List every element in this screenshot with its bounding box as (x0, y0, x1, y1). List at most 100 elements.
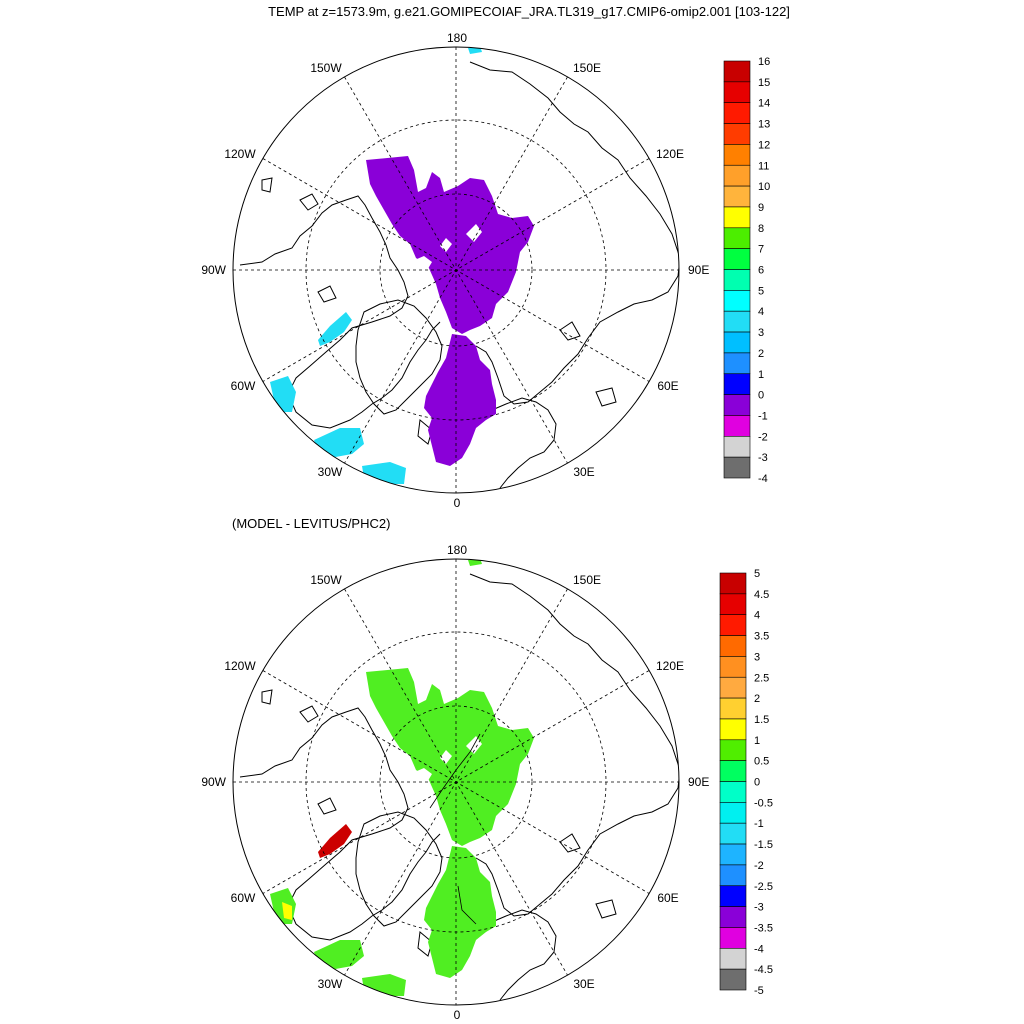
lon-label-90w: 90W (201, 775, 226, 789)
lon-label-120e: 120E (656, 147, 684, 161)
colorbar-swatch (723, 60, 751, 83)
colorbar-tick-label: -2 (758, 431, 768, 443)
lon-label-120w: 120W (224, 659, 256, 673)
colorbar-tick-label: -3 (758, 452, 768, 464)
field-atlantic-green (314, 940, 406, 996)
lon-label-60e: 60E (657, 379, 678, 393)
colorbar-swatch (719, 760, 747, 782)
field-labrador-cyan (318, 312, 352, 346)
colorbar-swatch (723, 248, 751, 270)
colorbar-swatch (719, 802, 747, 824)
lon-label-60e: 60E (657, 891, 678, 905)
field-atlantic-cyan (314, 428, 406, 484)
colorbar-swatch (719, 906, 747, 928)
lon-label-60w: 60W (231, 379, 256, 393)
colorbar-tick-label: 8 (758, 223, 764, 235)
colorbar-tick-label: 3 (758, 327, 764, 339)
coastline-canada (239, 707, 441, 941)
colorbar-tick-label: -3.5 (754, 922, 773, 934)
colorbar-tick-label: 16 (758, 56, 770, 68)
colorbar-tick-label: -2 (754, 860, 764, 872)
field-nordic-seas (424, 334, 496, 466)
coastline-scandinavia (491, 909, 557, 1001)
lon-label-30e: 30E (573, 977, 594, 991)
colorbar-swatch (723, 415, 751, 437)
colorbar-tick-label: -4.5 (754, 964, 773, 976)
lon-label-90w: 90W (201, 263, 226, 277)
lon-label-180: 180 (447, 543, 467, 557)
colorbar-tick-label: 14 (758, 98, 770, 110)
colorbar-tick-label: 1 (754, 735, 760, 747)
colorbar-swatch (719, 656, 747, 678)
colorbar-tick-label: 11 (758, 160, 769, 172)
map-boundary (232, 558, 680, 1006)
coastline-greenland (355, 299, 443, 415)
lon-label-150e: 150E (573, 573, 601, 587)
colorbar-swatch (723, 435, 751, 458)
colorbar-swatch (719, 947, 747, 970)
colorbar-swatch (719, 635, 747, 657)
map-boundary (232, 46, 680, 494)
colorbar-swatch (723, 144, 751, 166)
coastline-islands (261, 177, 617, 445)
colorbar-swatch (719, 697, 747, 720)
colorbar-swatch (723, 394, 751, 416)
field-holes (410, 224, 482, 274)
colorbar-tick-label: 1.5 (754, 714, 769, 726)
figure-title: TEMP at z=1573.9m, g.e21.GOMIPECOIAF_JRA… (268, 4, 790, 19)
lon-label-90e: 90E (688, 263, 709, 277)
lon-label-30w: 30W (318, 465, 343, 479)
field-baffin-yellow (282, 902, 292, 920)
colorbar-tick-label: -4 (754, 943, 764, 955)
graticule (233, 559, 679, 1005)
colorbar-tick-label: 2.5 (754, 672, 769, 684)
colorbar-tick-label: 2 (758, 348, 764, 360)
coastline-islands (261, 689, 617, 957)
lon-label-120w: 120W (224, 147, 256, 161)
colorbar-tick-label: -1 (754, 818, 764, 830)
coastline-greenland (355, 811, 443, 927)
colorbar-swatch (723, 123, 751, 145)
lon-label-120e: 120E (656, 659, 684, 673)
colorbar-swatch (719, 885, 747, 907)
colorbar-swatch (719, 676, 747, 699)
colorbar-swatch (723, 331, 751, 354)
colorbar-swatch (719, 572, 747, 595)
field-holes (410, 736, 482, 786)
colorbar-tick-label: -1.5 (754, 839, 773, 851)
colorbar-difference: 5 4.5 4 3.5 3 2.5 2 1.5 1 0.5 0 -0.5 -1 -1.5 -2 -2.5 -3 -… (719, 568, 773, 997)
lon-label-0: 0 (454, 1008, 461, 1022)
lon-label-0: 0 (454, 496, 461, 510)
lon-label-60w: 60W (231, 891, 256, 905)
colorbar-swatch (719, 593, 747, 615)
lon-label-150e: 150E (573, 61, 601, 75)
colorbar-tick-label: 0 (754, 777, 760, 789)
colorbar-swatch (723, 227, 751, 249)
lon-label-90e: 90E (688, 775, 709, 789)
colorbar-tick-label: -0.5 (754, 797, 773, 809)
colorbar-swatch (719, 968, 747, 991)
colorbar-swatch (719, 739, 747, 761)
colorbar-swatch (719, 718, 747, 741)
colorbar-tick-label: 3.5 (754, 631, 769, 643)
field-labrador-red (318, 824, 352, 858)
coastline-siberia (469, 573, 679, 917)
colorbar-swatch (719, 843, 747, 866)
colorbar-tick-label: -4 (758, 473, 768, 485)
colorbar-tick-label: -1 (758, 410, 768, 422)
colorbar-swatch (719, 781, 747, 803)
colorbar-swatch (719, 614, 747, 636)
colorbar-tick-label: -3 (754, 902, 764, 914)
colorbar-swatch (723, 269, 751, 291)
panel2-title: (MODEL - LEVITUS/PHC2) (232, 516, 390, 531)
graticule (233, 47, 679, 493)
field-nordic-seas (424, 846, 496, 978)
colorbar-swatch (723, 310, 751, 333)
colorbar-tick-label: 4 (758, 306, 764, 318)
colorbar-swatch (719, 927, 747, 949)
panel-temperature: 180 0 90W 90E 150W 120W 150E 120E 60W 30… (201, 31, 770, 510)
colorbar-tick-label: 10 (758, 181, 770, 193)
colorbar-tick-label: -2.5 (754, 881, 773, 893)
